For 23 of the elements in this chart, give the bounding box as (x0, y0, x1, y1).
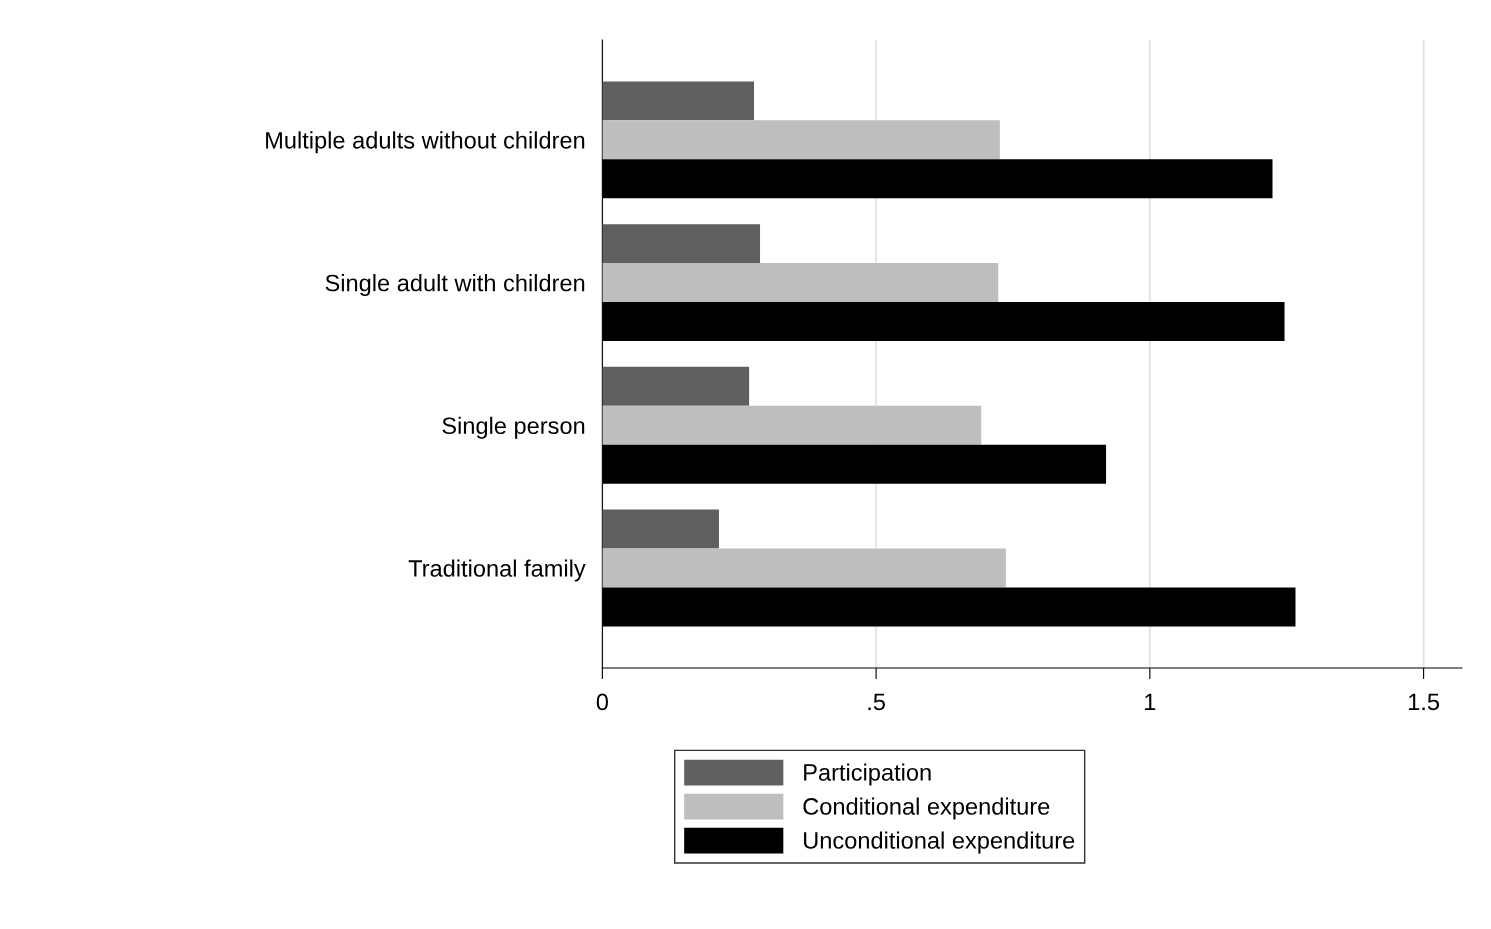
bar (602, 444, 1107, 484)
bar (602, 81, 755, 121)
y-tick-label: Single adult with children (325, 274, 585, 297)
bar (602, 548, 1006, 588)
legend-label: Unconditional expenditure (804, 831, 1075, 854)
bar (602, 509, 719, 549)
legend-label: Conditional expenditure (803, 797, 1050, 820)
bar (602, 224, 761, 264)
legend-label: Participation (804, 763, 931, 786)
bar (602, 405, 982, 445)
y-tick-label: Multiple adults without children (266, 131, 585, 154)
bar (602, 302, 1285, 342)
bar (602, 263, 999, 303)
x-tick-label: 1.5 (1408, 693, 1440, 711)
bar (602, 366, 750, 406)
bar (602, 159, 1273, 199)
bar (602, 120, 1000, 160)
x-tick-label: .5 (868, 693, 885, 711)
y-tick-label: Traditional family (408, 559, 586, 582)
x-tick-label: 0 (596, 693, 609, 711)
bar (602, 587, 1296, 627)
y-tick-label: Single person (442, 416, 585, 439)
x-tick-label: 1 (1145, 693, 1156, 711)
